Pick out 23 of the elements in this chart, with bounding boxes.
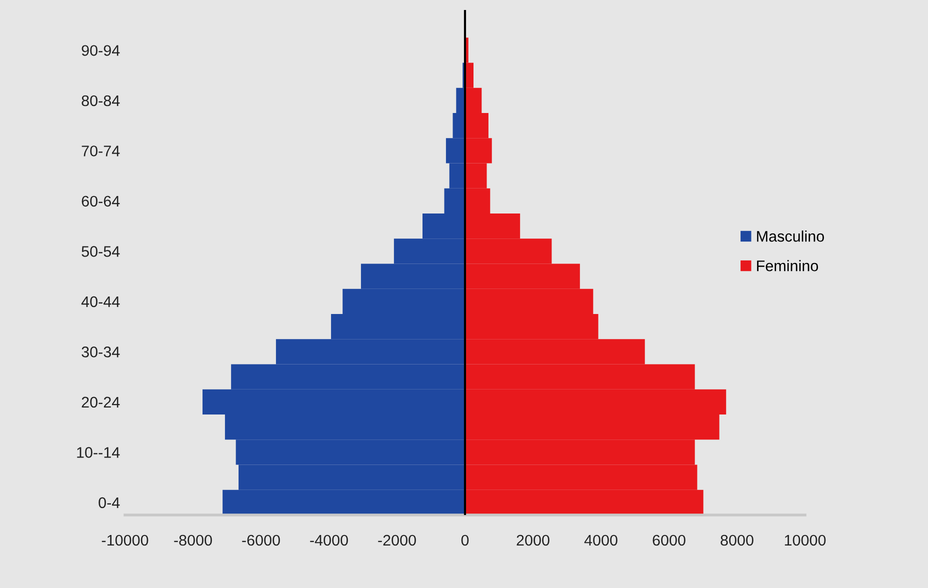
x-tick-label: 6000	[652, 534, 686, 546]
y-tick-label: 90-94	[82, 45, 120, 56]
y-tick-label: 80-84	[82, 95, 120, 106]
legend-label: Masculino	[757, 230, 824, 242]
x-tick-label: -2000	[378, 534, 416, 546]
x-tick-label: -8000	[174, 534, 212, 546]
y-tick-label: 50-54	[82, 246, 120, 257]
x-tick-label: -6000	[242, 534, 280, 546]
y-tick-label: 70-74	[82, 146, 120, 156]
x-tick-label: 10000	[784, 534, 826, 546]
y-tick-label: 10--14	[77, 447, 120, 458]
x-tick-label: -4000	[310, 534, 348, 546]
y-tick-label: 20-24	[82, 396, 120, 408]
x-tick-label: 2000	[516, 534, 550, 546]
y-tick-label: 30-34	[82, 346, 120, 358]
x-tick-label: 8000	[720, 534, 754, 546]
y-tick-label: 0-4	[98, 497, 120, 508]
legend-label: Feminino	[757, 260, 818, 272]
y-tick-label: 40-44	[81, 296, 120, 308]
x-tick-label: 4000	[584, 534, 618, 546]
x-tick-label: 0	[461, 534, 469, 546]
y-tick-label: 60-64	[82, 196, 120, 207]
x-tick-label: -10000	[102, 534, 148, 546]
